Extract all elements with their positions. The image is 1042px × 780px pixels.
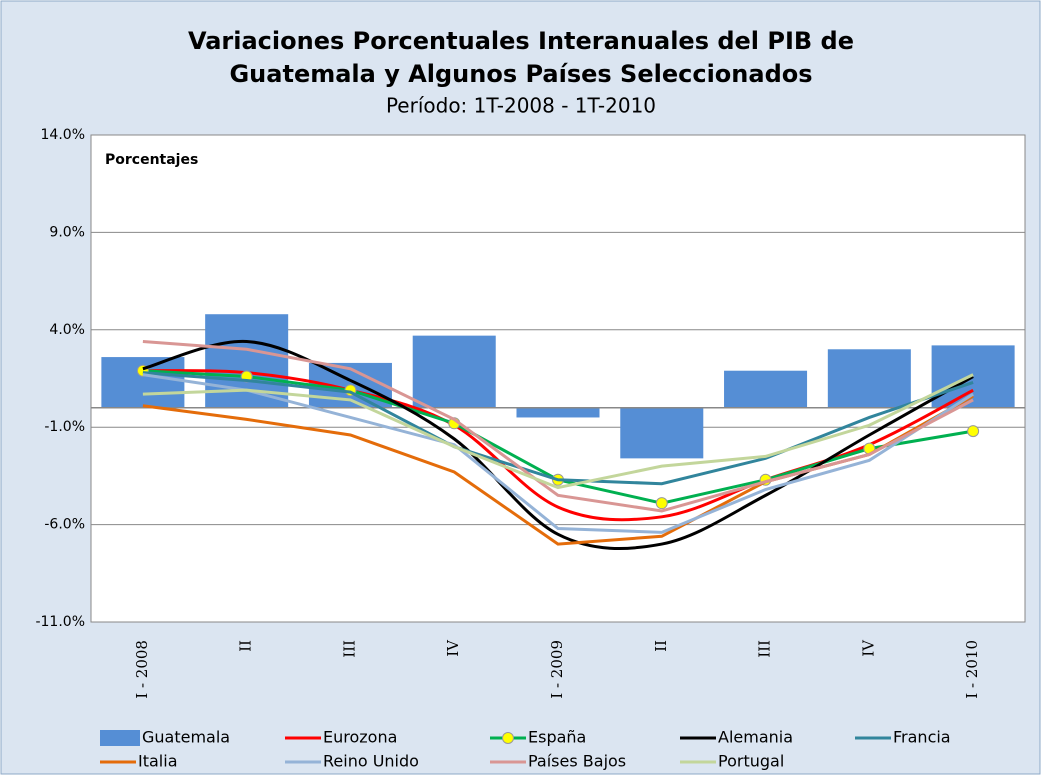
marker [655,497,668,510]
y-tick-label: -1.0% [44,419,85,435]
line [142,373,974,490]
line [142,373,974,534]
chart-title: Guatemala y Algunos Países Seleccionados [229,60,812,88]
y-tick-label: -11.0% [35,614,85,630]
legend-label: Italia [138,752,178,771]
x-tick-label: II [652,640,670,652]
bar [620,407,704,459]
legend-label: Guatemala [142,728,230,747]
legend-label: Países Bajos [528,752,626,771]
legend-label: Francia [893,728,951,747]
bar [516,407,600,418]
x-tick-label: IV [444,639,462,657]
x-tick-label: I - 2008 [133,640,151,699]
annotation: Porcentajes [105,152,198,168]
x-tick-label: I - 2009 [548,640,566,699]
y-tick-label: 9.0% [49,224,85,240]
legend-swatch [100,730,140,746]
y-tick-label: 14.0% [41,127,85,143]
legend-label: Alemania [718,728,793,747]
legend-label: Portugal [718,752,784,771]
x-tick-label: III [340,640,358,658]
x-tick-label: II [237,640,255,652]
legend-label: Reino Unido [323,752,419,771]
marker [967,425,980,438]
bar [412,335,496,408]
chart-subtitle: Período: 1T-2008 - 1T-2010 [386,94,656,118]
y-tick-label: 4.0% [49,322,85,338]
legend-label: España [528,728,586,747]
legend-marker [502,732,514,744]
chart-title: Variaciones Porcentuales Interanuales de… [188,27,854,55]
x-tick-label: III [756,640,774,658]
bar [101,357,185,408]
x-tick-label: I - 2010 [963,640,981,699]
line [142,339,974,550]
bar [724,370,808,408]
line [142,339,974,513]
x-tick-label: IV [859,639,877,657]
line [142,371,974,486]
legend-label: Eurozona [323,728,397,747]
y-tick-label: -6.0% [44,517,85,533]
bar [827,349,911,408]
